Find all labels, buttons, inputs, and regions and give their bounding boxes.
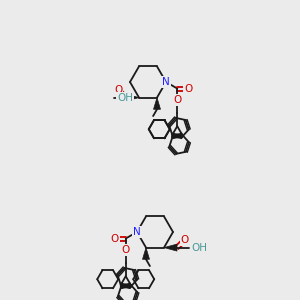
Text: O: O <box>173 95 182 105</box>
Polygon shape <box>154 98 160 109</box>
Text: N: N <box>133 227 141 237</box>
Text: O: O <box>111 233 119 244</box>
Text: O: O <box>184 83 192 94</box>
Text: O: O <box>114 85 122 95</box>
Text: N: N <box>162 77 170 87</box>
Polygon shape <box>126 94 139 101</box>
Text: O: O <box>181 235 189 245</box>
Text: OH: OH <box>117 93 133 103</box>
Polygon shape <box>142 248 149 259</box>
Polygon shape <box>164 244 177 251</box>
Text: OH: OH <box>192 243 208 253</box>
Text: O: O <box>122 245 130 255</box>
